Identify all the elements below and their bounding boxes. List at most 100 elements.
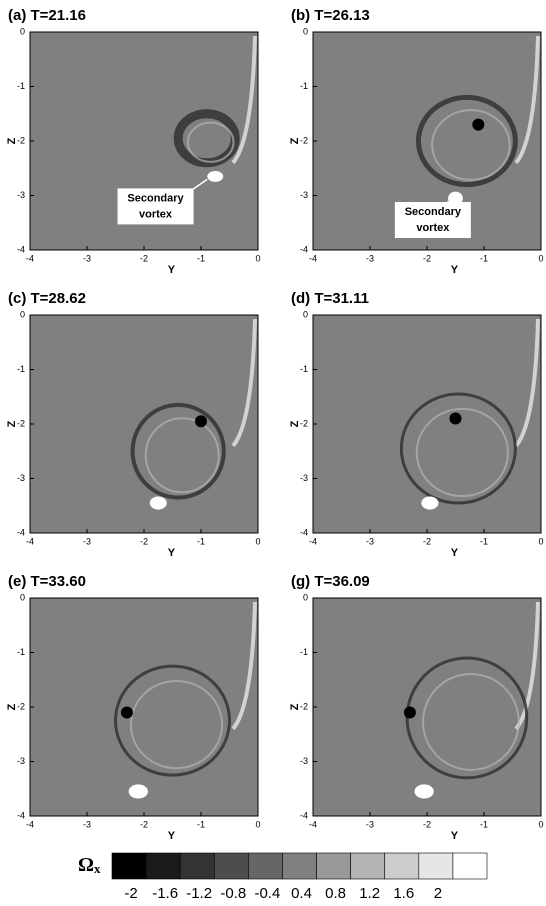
y-tick-label: -3 — [17, 756, 25, 766]
colorbar-tick-label: -1.2 — [186, 885, 212, 902]
x-tick-label: -3 — [366, 536, 374, 546]
secondary-vortex — [207, 171, 223, 182]
x-tick-label: -4 — [26, 819, 34, 829]
secondary-vortex — [150, 496, 167, 509]
x-tick-label: -4 — [26, 536, 34, 546]
y-tick-label: -2 — [300, 135, 308, 145]
colorbar-tick-label: 0.4 — [291, 885, 312, 902]
x-tick-label: -1 — [480, 253, 488, 263]
panel-title: (g) T=36.09 — [291, 573, 370, 590]
x-tick-label: -1 — [480, 819, 488, 829]
colorbar-tick-label: -0.8 — [220, 885, 246, 902]
x-tick-label: -1 — [197, 536, 205, 546]
x-tick-label: -2 — [423, 819, 431, 829]
x-tick-label: -2 — [423, 253, 431, 263]
y-tick-label: -2 — [300, 418, 308, 428]
y-tick-label: -2 — [17, 701, 25, 711]
annotation-text: vortex — [139, 208, 173, 220]
y-tick-label: -1 — [300, 81, 308, 91]
y-tick-label: -3 — [300, 473, 308, 483]
y-tick-label: -4 — [300, 527, 308, 537]
x-axis-label: Y — [168, 264, 176, 276]
x-axis-label: Y — [168, 547, 176, 559]
y-tick-label: -4 — [300, 810, 308, 820]
x-axis-label: Y — [168, 830, 176, 842]
y-tick-label: -3 — [17, 190, 25, 200]
x-tick-label: -1 — [480, 536, 488, 546]
colorbar-label: Ωx — [78, 854, 101, 876]
x-tick-label: -4 — [309, 536, 317, 546]
panel-title: (a) T=21.16 — [8, 7, 86, 24]
colorbar-box — [214, 853, 248, 879]
colorbar-box — [112, 853, 146, 879]
y-tick-label: 0 — [20, 592, 25, 602]
vortex-core — [195, 415, 207, 427]
y-tick-label: -3 — [300, 190, 308, 200]
y-tick-label: -1 — [300, 647, 308, 657]
panel: (g) T=36.09-4-3-2-10-4-3-2-10YZ — [289, 573, 544, 842]
y-tick-label: -2 — [17, 135, 25, 145]
panel-title: (e) T=33.60 — [8, 573, 86, 590]
colorbar-box — [248, 853, 282, 879]
x-tick-label: -3 — [83, 536, 91, 546]
colorbar-box — [453, 853, 487, 879]
y-tick-label: -2 — [17, 418, 25, 428]
annotation-text: Secondary — [127, 192, 184, 204]
colorbar-tick-label: -2 — [124, 885, 137, 902]
annotation-text: vortex — [416, 222, 450, 234]
y-tick-label: -4 — [17, 810, 25, 820]
y-tick-label: 0 — [303, 592, 308, 602]
colorbar-box — [180, 853, 214, 879]
y-axis-label: Z — [289, 420, 301, 427]
panel: Secondary vortex (a) T=21.16 -4 -3 -2 -1 0 -4 -3 -… — [6, 7, 261, 276]
y-tick-label: 0 — [20, 26, 25, 36]
x-tick-label: -4 — [26, 253, 34, 263]
figure: Ωx Secondary vortex (a) T=21.16 -4 -3 -2 -1 0 -4… — [0, 0, 546, 906]
vortex-core — [121, 706, 133, 718]
x-axis-label: Y — [451, 547, 459, 559]
x-tick-label: -1 — [197, 819, 205, 829]
y-tick-label: -1 — [17, 81, 25, 91]
y-axis-label: Z — [289, 703, 301, 710]
x-tick-label: -2 — [423, 536, 431, 546]
plot-area — [30, 315, 258, 533]
x-tick-label: 0 — [538, 536, 543, 546]
y-tick-label: -4 — [17, 527, 25, 537]
y-tick-label: -4 — [300, 244, 308, 254]
plot-area — [313, 598, 541, 816]
panel: (e) T=33.60-4-3-2-10-4-3-2-10YZ — [6, 573, 261, 842]
colorbar-symbol: Ω — [78, 854, 94, 876]
y-axis-label: Z — [289, 137, 301, 144]
colorbar-box — [146, 853, 180, 879]
y-tick-label: -1 — [300, 364, 308, 374]
x-tick-label: -1 — [197, 253, 205, 263]
x-tick-label: 0 — [255, 819, 260, 829]
colorbar-box — [385, 853, 419, 879]
plot-area — [30, 598, 258, 816]
y-tick-label: -3 — [17, 473, 25, 483]
x-tick-label: -3 — [83, 819, 91, 829]
vortex-core — [450, 413, 462, 425]
y-tick-label: -3 — [300, 756, 308, 766]
x-tick-label: 0 — [538, 819, 543, 829]
panel-title: (d) T=31.11 — [291, 290, 369, 307]
colorbar-tick-label: 1.6 — [393, 885, 414, 902]
vortex-core — [472, 119, 484, 131]
y-tick-label: -1 — [17, 647, 25, 657]
x-tick-label: -3 — [366, 819, 374, 829]
secondary-vortex — [421, 496, 438, 509]
x-tick-label: -4 — [309, 819, 317, 829]
y-tick-label: -4 — [17, 244, 25, 254]
colorbar-box — [317, 853, 351, 879]
x-tick-label: -3 — [83, 253, 91, 263]
x-tick-label: 0 — [255, 253, 260, 263]
y-tick-label: 0 — [303, 26, 308, 36]
x-axis-label: Y — [451, 830, 459, 842]
secondary-vortex — [414, 784, 433, 798]
y-tick-label: 0 — [20, 309, 25, 319]
colorbar-tick-label: 0.8 — [325, 885, 346, 902]
x-tick-label: -4 — [309, 253, 317, 263]
